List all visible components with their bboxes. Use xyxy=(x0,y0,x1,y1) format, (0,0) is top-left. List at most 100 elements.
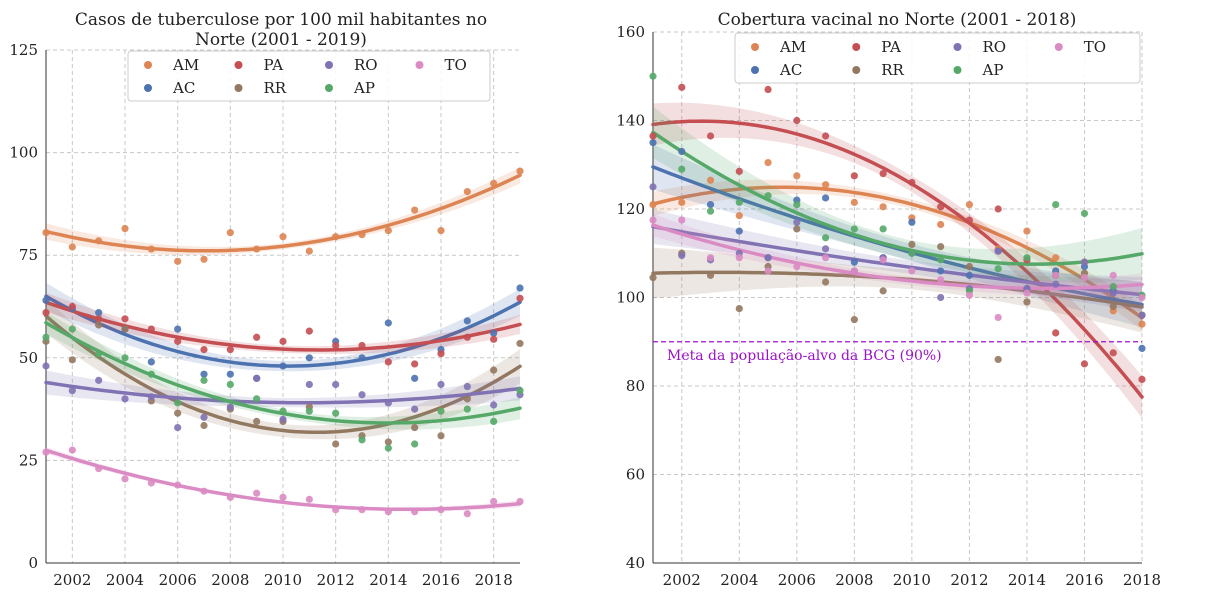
legend-label-ac: AC xyxy=(172,79,195,97)
data-point-to xyxy=(994,313,1002,322)
data-point-to xyxy=(908,267,916,275)
trend-line-ro xyxy=(44,380,522,405)
data-point-ac xyxy=(490,329,498,337)
data-point-ac xyxy=(42,296,50,304)
data-point-pa xyxy=(305,327,313,335)
data-point-pa xyxy=(764,85,772,94)
x-tick-label: 2014 xyxy=(369,571,407,589)
data-point-ap xyxy=(678,165,686,173)
data-point-am xyxy=(764,158,772,167)
x-tick-label: 2010 xyxy=(264,571,302,589)
data-point-ro xyxy=(649,183,657,191)
data-point-ap xyxy=(821,234,830,242)
chart-panel-2: 2002 2004 2006 2008 2010 2012 2014 2016 2018 40 60… xyxy=(616,10,1161,589)
data-point-am xyxy=(437,226,445,235)
trend-line-ro xyxy=(651,224,1144,297)
data-point-am xyxy=(226,229,234,237)
data-point-ap xyxy=(226,380,234,389)
legend-marker-pa xyxy=(234,61,243,69)
data-point-am xyxy=(121,224,129,233)
data-point-rr xyxy=(437,432,445,440)
data-point-ap xyxy=(1023,254,1031,262)
data-point-pa xyxy=(68,302,76,311)
legend-label-rr: RR xyxy=(264,79,287,97)
data-point-to xyxy=(332,506,340,514)
legend-marker-ro xyxy=(953,43,962,51)
data-point-pa xyxy=(793,116,801,125)
legend-label-to: TO xyxy=(1084,38,1106,56)
data-point-to xyxy=(253,489,261,497)
y-tick-label: 75 xyxy=(19,246,38,264)
data-point-to xyxy=(678,216,686,224)
y-tick-label: 60 xyxy=(626,466,645,484)
data-point-am xyxy=(332,233,340,241)
data-point-to xyxy=(200,487,208,495)
data-point-ap xyxy=(200,376,208,384)
data-point-ro xyxy=(937,293,945,302)
confidence-band-pa xyxy=(46,292,520,354)
data-point-ac xyxy=(649,139,657,147)
data-point-to xyxy=(463,510,471,518)
data-point-am xyxy=(358,231,366,239)
data-point-ac xyxy=(279,362,287,370)
data-point-pa xyxy=(965,216,974,224)
data-point-ac xyxy=(735,227,743,235)
data-point-am xyxy=(706,176,715,184)
x-tick-label: 2002 xyxy=(663,571,701,589)
data-point-pa xyxy=(174,337,182,345)
data-point-to xyxy=(411,508,419,516)
confidence-band-rr xyxy=(653,247,1142,333)
y-tick-label: 50 xyxy=(19,349,38,367)
data-point-ro xyxy=(226,403,234,411)
legend-label-rr: RR xyxy=(881,61,904,79)
data-point-to xyxy=(174,481,182,489)
legend-marker-ro xyxy=(325,61,333,69)
data-point-am xyxy=(95,237,103,245)
trend-line-pa xyxy=(651,119,1144,399)
data-point-pa xyxy=(226,345,234,354)
legend-label-am: AM xyxy=(172,56,199,74)
legend: AM PA RO TO AC RR AP xyxy=(127,50,491,102)
data-point-rr xyxy=(411,423,419,432)
data-point-ap xyxy=(1080,209,1089,218)
legend-marker-rr xyxy=(234,84,243,92)
data-point-ac xyxy=(678,147,686,156)
data-point-am xyxy=(879,203,887,211)
data-point-pa xyxy=(937,203,945,211)
data-point-ap xyxy=(384,444,392,452)
y-tick-label: 25 xyxy=(19,451,38,469)
data-point-pa xyxy=(332,341,340,350)
data-point-ac xyxy=(95,309,103,317)
reference-line-label: Meta da população-alvo da BCG (90%) xyxy=(667,348,942,364)
data-point-pa xyxy=(850,172,858,180)
data-point-ro xyxy=(384,399,392,407)
data-point-to xyxy=(1138,293,1146,302)
legend-box xyxy=(127,50,491,102)
data-point-rr xyxy=(908,240,916,248)
y-tick-label: 140 xyxy=(616,112,645,130)
data-point-ap xyxy=(121,354,129,362)
trend-line-am xyxy=(44,173,522,253)
data-point-ro xyxy=(279,415,287,423)
y-tick-label: 0 xyxy=(28,554,38,572)
data-point-ro xyxy=(1080,258,1089,266)
data-point-to xyxy=(42,448,50,456)
y-tick-label: 125 xyxy=(9,41,38,59)
legend-marker-to xyxy=(1054,43,1063,51)
x-tick-label: 2010 xyxy=(893,571,931,589)
data-point-ac xyxy=(226,370,234,378)
trend-line-ap xyxy=(651,130,1144,266)
data-point-rr xyxy=(879,287,887,295)
data-point-ro xyxy=(994,247,1002,255)
data-point-rr xyxy=(384,438,392,446)
data-point-ac xyxy=(965,271,974,279)
legend-label-pa: PA xyxy=(881,38,901,56)
data-point-to xyxy=(305,495,313,503)
data-point-to xyxy=(68,446,76,454)
data-point-to xyxy=(649,216,657,224)
data-point-rr xyxy=(706,271,715,279)
data-point-am xyxy=(253,245,261,253)
data-point-rr xyxy=(516,339,524,348)
data-point-ac xyxy=(147,358,155,366)
data-point-rr xyxy=(332,440,340,448)
